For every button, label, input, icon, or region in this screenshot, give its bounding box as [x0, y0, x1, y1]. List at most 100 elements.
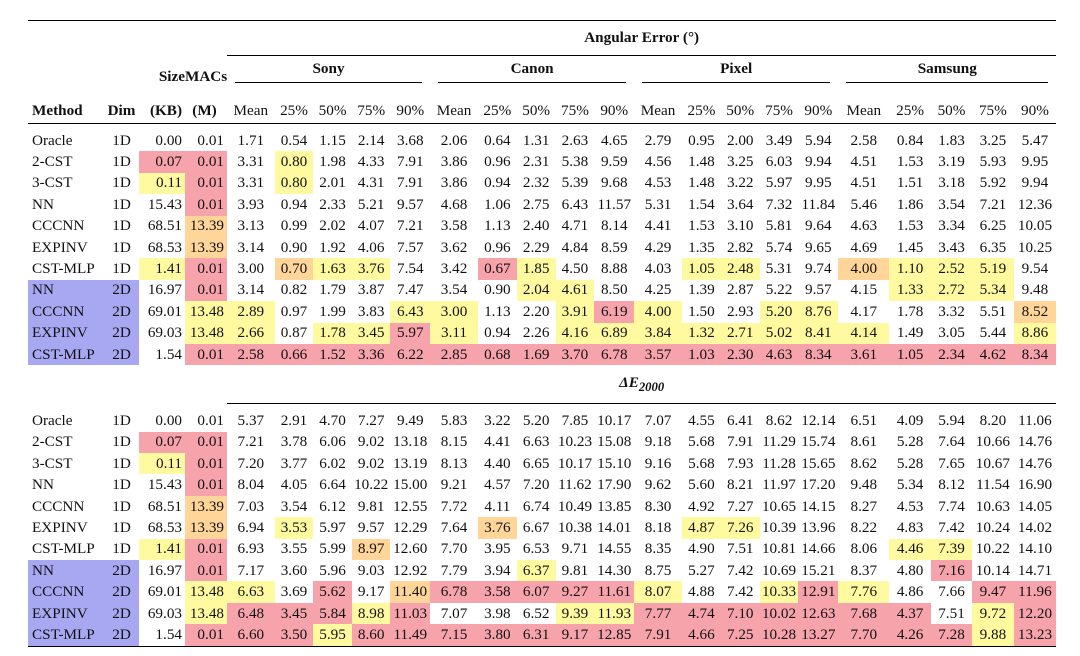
size-value: 1.54: [155, 345, 182, 363]
size-cell: 69.01: [139, 301, 185, 322]
value-cell: 4.88: [682, 581, 721, 602]
value-cell: 3.18: [931, 173, 972, 194]
value-text: 4.70: [319, 411, 346, 429]
value-text: 3.13: [237, 217, 265, 235]
value-cell: 6.78: [594, 343, 635, 366]
value-text: 9.71: [561, 540, 589, 558]
value-cell: 4.33: [352, 151, 391, 172]
value-cell: 3.11: [430, 322, 478, 344]
value-text: 8.35: [644, 540, 672, 558]
value-cell: 5.97: [760, 173, 799, 194]
value-text: 3.31: [237, 174, 265, 192]
value-text: 2.58: [237, 345, 265, 363]
value-text: 9.17: [561, 625, 589, 643]
macs-cell: 13.39: [185, 236, 227, 259]
value-text: 6.41: [726, 411, 754, 429]
table-row: EXPINV 2D 69.03 13.48 2.66 0.87 1.78 3.45 5.97 3.…: [28, 322, 1057, 344]
value-cell: 4.06: [352, 237, 391, 258]
value-cell: 7.70: [430, 539, 478, 560]
value-text: 0.67: [484, 260, 511, 278]
camera-name: Canon: [438, 60, 627, 83]
value-text: 5.94: [938, 411, 965, 429]
value-text: 7.47: [396, 281, 424, 299]
value-cell: 6.25: [972, 216, 1013, 237]
value-cell: 7.27: [721, 496, 760, 517]
stat-header-text: 75%: [765, 102, 793, 119]
value-cell: 1.13: [478, 301, 517, 322]
macs-cell: 0.01: [185, 130, 227, 151]
value-cell: 1.33: [889, 279, 931, 302]
value-cell: 11.03: [390, 602, 431, 625]
value-text: 6.07: [522, 583, 550, 601]
value-cell: 5.31: [760, 258, 799, 279]
value-text: 6.37: [522, 561, 550, 579]
value-cell: 7.66: [931, 581, 972, 602]
value-cell: 8.62: [838, 453, 889, 474]
value-text: 8.20: [979, 411, 1007, 429]
macs-value: 0.01: [197, 625, 224, 643]
dim-cell: 1D: [104, 216, 139, 237]
stat-header: 25%: [274, 86, 314, 124]
value-cell: 6.78: [430, 581, 478, 603]
stat-header: 75%: [759, 86, 799, 124]
value-cell: 6.93: [227, 539, 275, 560]
value-text: 5.97: [319, 518, 346, 536]
value-cell: 16.90: [1014, 474, 1057, 495]
value-text: 10.25: [1017, 238, 1053, 256]
value-text: 7.07: [644, 411, 672, 429]
value-cell: 3.60: [275, 560, 314, 581]
value-text: 6.74: [522, 497, 550, 515]
stat-header-text: 75%: [357, 102, 386, 119]
value-cell: 2.31: [517, 151, 556, 172]
value-text: 2.26: [522, 324, 550, 342]
value-text: 15.10: [597, 454, 632, 472]
method-cell: EXPINV: [28, 322, 104, 344]
value-cell: 14.71: [1014, 560, 1057, 581]
value-cell: 10.14: [972, 560, 1013, 581]
dim-cell: 1D: [104, 130, 139, 151]
dim-value: 1D: [112, 195, 131, 213]
value-cell: 4.61: [555, 279, 595, 302]
value-cell: 3.34: [931, 216, 972, 237]
value-text: 4.15: [850, 281, 878, 299]
value-text: 12.29: [393, 518, 428, 536]
value-cell: 9.64: [798, 216, 838, 237]
dim-cell: 1D: [104, 432, 139, 453]
value-text: 1.98: [319, 153, 346, 171]
macs-header-bottom-text: (M): [192, 102, 217, 119]
value-cell: 14.66: [798, 539, 838, 560]
value-cell: 5.94: [798, 130, 838, 151]
value-cell: 2.40: [517, 216, 556, 237]
value-text: 1.78: [896, 302, 924, 320]
dim-value: 2D: [112, 324, 131, 342]
value-cell: 5.81: [760, 216, 799, 237]
value-cell: 6.43: [390, 301, 431, 323]
camera-header-pixel: Pixel: [634, 56, 838, 87]
value-text: 2.63: [561, 131, 589, 149]
value-text: 7.21: [237, 433, 265, 451]
value-cell: 2.14: [352, 130, 391, 151]
value-cell: 7.28: [930, 624, 973, 647]
dim-cell: 1D: [104, 474, 139, 495]
value-cell: 6.89: [594, 322, 635, 344]
value-cell: 11.84: [798, 194, 838, 215]
value-text: 1.13: [484, 217, 511, 235]
value-cell: 1.69: [516, 343, 556, 366]
value-text: 9.62: [644, 476, 672, 494]
value-text: 10.17: [557, 454, 593, 472]
value-cell: 1.71: [227, 130, 275, 151]
dim-cell: 2D: [104, 343, 139, 366]
value-cell: 7.68: [838, 602, 890, 625]
value-cell: 4.70: [313, 410, 352, 431]
value-cell: 14.76: [1014, 453, 1057, 474]
value-cell: 4.16: [555, 322, 595, 344]
value-cell: 3.43: [931, 237, 972, 258]
stat-header: 50%: [930, 86, 973, 124]
value-text: 1.31: [522, 131, 550, 149]
macs-value: 0.01: [197, 540, 224, 558]
stat-header: 75%: [555, 86, 595, 124]
value-text: 6.48: [237, 604, 265, 622]
value-text: 10.65: [761, 497, 797, 515]
value-text: 3.83: [357, 302, 385, 320]
dim-value: 2D: [112, 561, 131, 579]
